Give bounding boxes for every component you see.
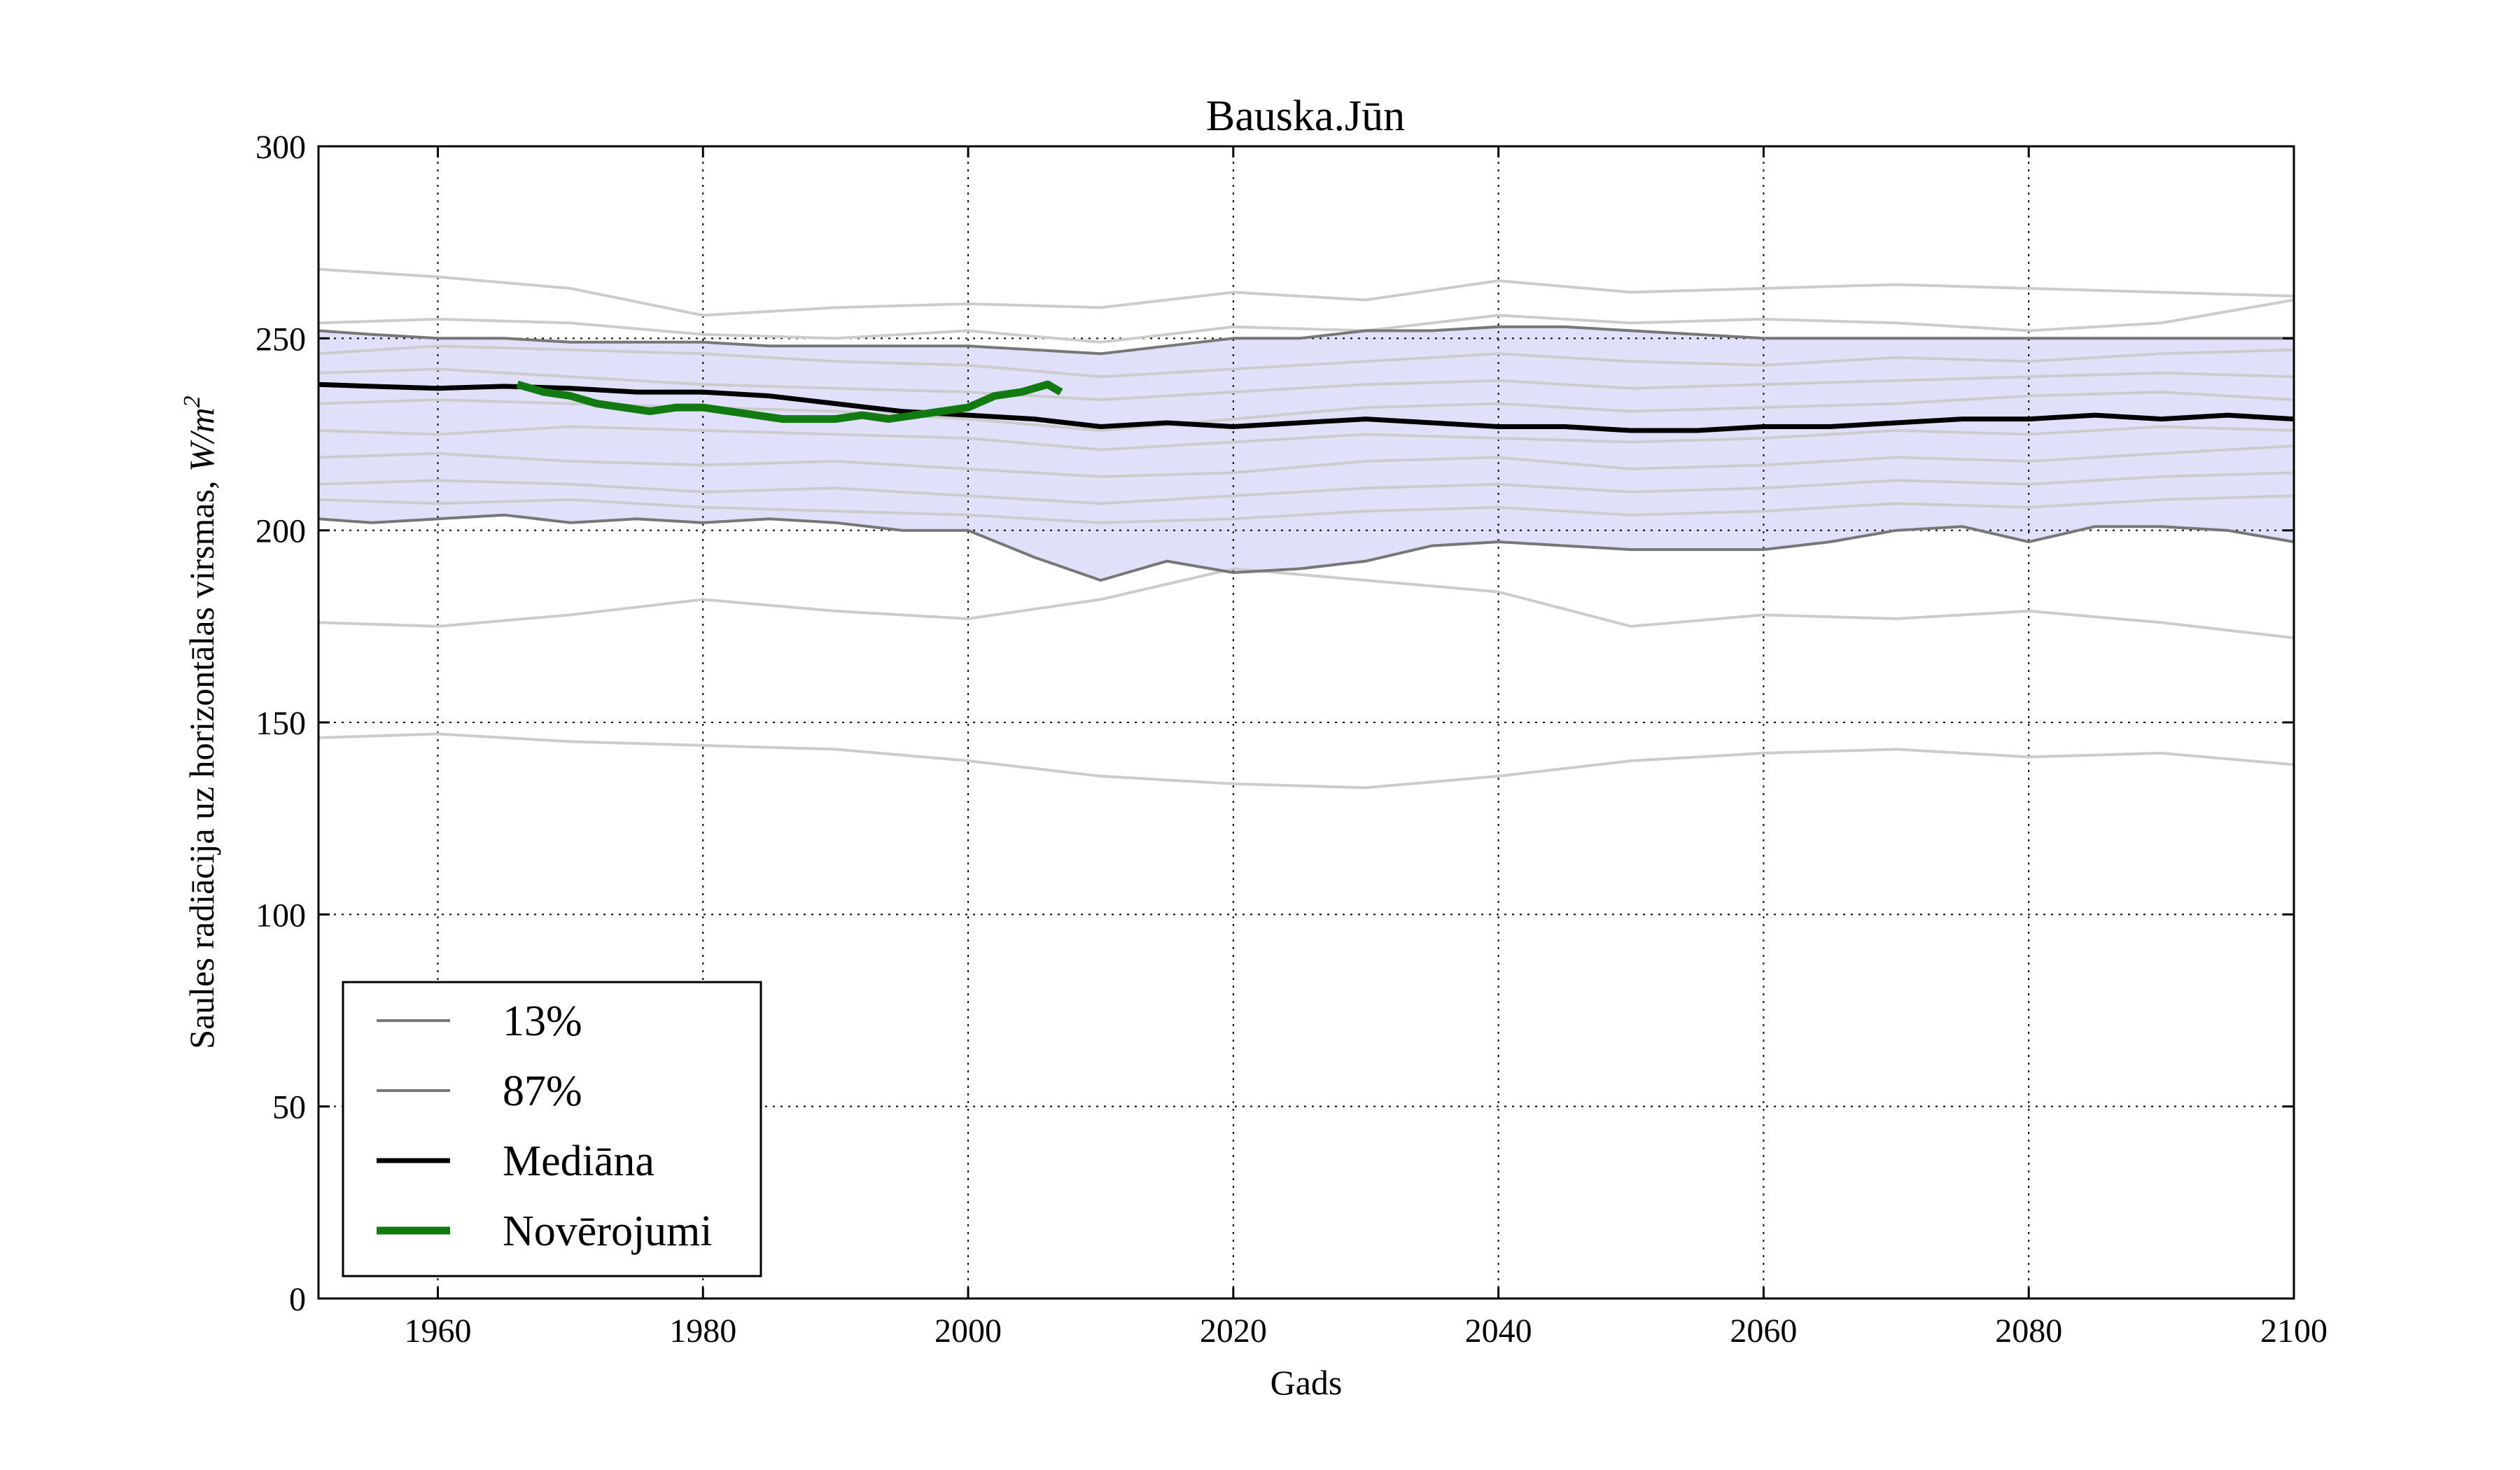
- x-tick-label: 2020: [1200, 1312, 1267, 1350]
- x-tick-label: 2080: [1995, 1312, 2062, 1350]
- y-axis-unit-exponent: 2: [179, 396, 205, 407]
- y-tick-label: 100: [255, 897, 306, 934]
- model-run-line: [318, 298, 2294, 344]
- model-run-line: [318, 444, 2294, 478]
- model-run-line: [318, 494, 2294, 524]
- y-axis-unit: W/m: [182, 407, 221, 472]
- model-run-line: [318, 732, 2294, 790]
- legend-label: 87%: [503, 1068, 582, 1115]
- legend-label: 13%: [503, 997, 582, 1045]
- model-run-line: [318, 267, 2294, 317]
- y-tick-label: 250: [255, 321, 306, 358]
- uncertainty-band: [318, 326, 2294, 580]
- y-tick-label: 300: [255, 129, 306, 166]
- y-tick-label: 0: [289, 1281, 306, 1318]
- model-run-line: [318, 425, 2294, 451]
- series-line-median: [318, 382, 2294, 433]
- axis-ticks: 1960 1980 2000 2020 2040 2060 2080 2100 0 50 100 15…: [255, 129, 2328, 1350]
- x-tick-label: 1980: [669, 1312, 736, 1350]
- series-line-87pct: [318, 325, 2294, 356]
- y-axis-title: Saules radiācija uz horizontālas virsmas…: [179, 396, 221, 1049]
- legend: 13% 87% Mediāna Novērojumi: [342, 981, 762, 1278]
- legend-label: Novērojumi: [503, 1208, 713, 1255]
- x-tick-label: 2060: [1730, 1312, 1797, 1350]
- series-lines: [318, 325, 2294, 582]
- y-tick-label: 200: [255, 513, 306, 550]
- model-run-line: [318, 567, 2294, 640]
- x-tick-label: 1960: [404, 1312, 471, 1350]
- x-tick-label: 2040: [1465, 1312, 1532, 1350]
- model-run-line: [318, 471, 2294, 505]
- x-tick-label: 2000: [934, 1312, 1002, 1350]
- model-runs: [318, 267, 2294, 790]
- legend-label: Mediāna: [503, 1138, 654, 1185]
- y-tick-label: 50: [272, 1089, 306, 1126]
- model-run-line: [318, 368, 2294, 402]
- y-axis-title-text: Saules radiācija uz horizontālas virsmas…: [182, 472, 221, 1049]
- y-tick-label: 150: [255, 705, 306, 742]
- x-tick-label: 2100: [2260, 1312, 2328, 1350]
- model-run-line: [318, 344, 2294, 379]
- x-axis-title: Gads: [1270, 1363, 1343, 1402]
- series-line-observations: [516, 380, 1063, 424]
- band-area: [318, 326, 2294, 580]
- plot-area: 1960 1980 2000 2020 2040 2060 2080 2100 0 50 100 15…: [255, 129, 2328, 1350]
- chart-title: Bauska.Jūn: [1206, 92, 1405, 140]
- series-line-13pct: [318, 513, 2294, 582]
